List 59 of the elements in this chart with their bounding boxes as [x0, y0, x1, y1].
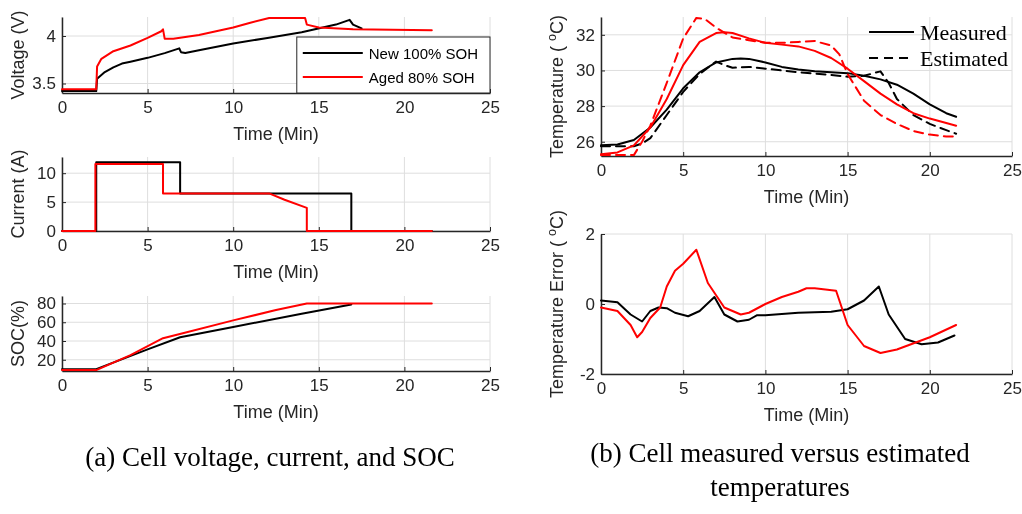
x-tick-label: 15: [309, 236, 329, 256]
x-tick-label: 20: [395, 236, 415, 256]
line-series: [600, 248, 958, 354]
y-tick-label: 28: [576, 97, 595, 117]
y-axis-title: SOC(%): [8, 300, 28, 367]
x-tick-label: 10: [224, 98, 244, 118]
y-tick-label: 0: [46, 221, 56, 241]
y-tick-label: 60: [37, 313, 56, 333]
x-tick-label: 5: [143, 98, 153, 118]
text: (b) Cell measured versus estimated temperatures: [590, 438, 971, 502]
y-tick-label: 26: [576, 132, 595, 152]
y-tick-label: 4: [46, 26, 56, 46]
x-axis-title: Time (Min): [763, 405, 850, 425]
y-tick-label: 20: [37, 350, 56, 370]
y-tick-label: 5: [46, 193, 56, 213]
line-series: [61, 18, 363, 93]
y-tick-label: 2: [585, 224, 595, 244]
y-tick-label: 3.5: [32, 74, 56, 94]
line-series: [61, 303, 353, 371]
y-tick-label: 30: [576, 61, 595, 81]
y-tick-label: 40: [37, 331, 56, 351]
x-tick-label: 15: [838, 161, 858, 181]
x-axis-title: Time (Min): [233, 124, 319, 144]
x-tick-label: 5: [143, 376, 153, 396]
y-tick-label: 0: [585, 294, 595, 314]
x-axis-title: Time (Min): [233, 402, 319, 422]
x-tick-label: 20: [395, 376, 415, 396]
x-tick-label: 25: [1003, 379, 1022, 399]
y-tick-label: 80: [37, 294, 56, 314]
y-tick-label: 32: [576, 25, 595, 45]
x-tick-label: 20: [920, 161, 940, 181]
x-tick-label: 10: [756, 379, 776, 399]
x-axis-title: Time (Min): [763, 187, 850, 207]
x-tick-label: 20: [920, 379, 940, 399]
line-series: [61, 302, 433, 372]
x-tick-label: 25: [481, 98, 500, 118]
x-tick-label: 5: [143, 236, 153, 256]
x-tick-label: 5: [678, 161, 689, 181]
text: (a) Cell voltage, current, and SOC: [85, 442, 455, 472]
x-tick-label: 5: [678, 379, 689, 399]
x-tick-label: 10: [224, 376, 244, 396]
x-tick-label: 20: [395, 98, 415, 118]
y-axis-title: Voltage (V): [8, 10, 28, 100]
x-tick-label: 25: [481, 236, 500, 256]
y-axis-title: Current (A): [8, 149, 28, 239]
legend-label: Estimated: [920, 45, 1008, 71]
x-tick-label: 15: [309, 376, 329, 396]
x-tick-label: 10: [224, 236, 244, 256]
x-tick-label: 10: [756, 161, 776, 181]
legend-label: New 100% SOH: [368, 44, 478, 62]
y-tick-label: -2: [579, 364, 595, 384]
x-tick-label: 25: [1003, 161, 1022, 181]
line-series: [600, 285, 956, 346]
x-tick-label: 25: [481, 376, 500, 396]
x-tick-label: 15: [309, 98, 329, 118]
x-axis-title: Time (Min): [233, 262, 319, 282]
legend-label: Measured: [920, 19, 1007, 45]
x-tick-label: 15: [838, 379, 858, 399]
legend-label: Aged 80% SOH: [368, 68, 475, 86]
